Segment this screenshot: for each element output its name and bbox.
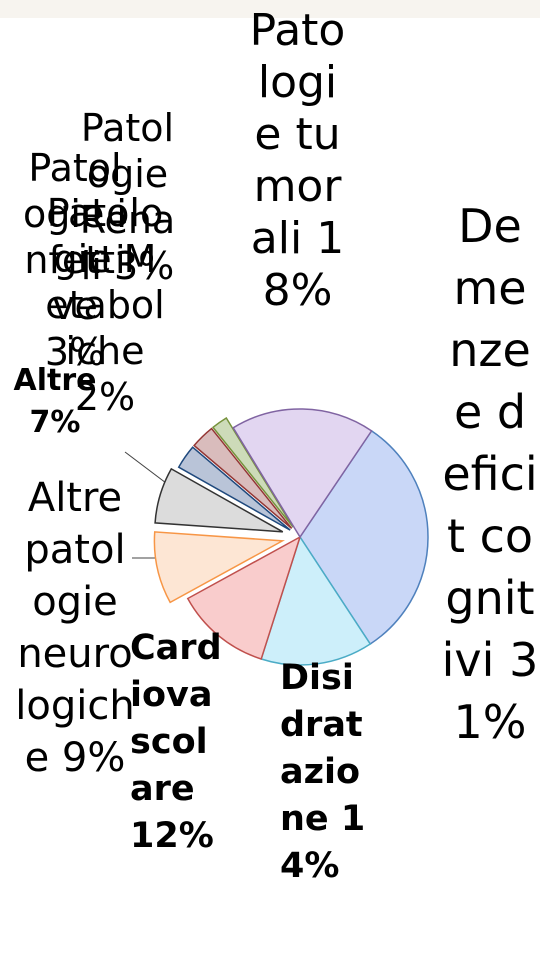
category-label: Demenze e deficit cognitivi (441, 199, 538, 687)
top-bar (0, 0, 540, 18)
slice-label: Altre 7% (10, 360, 100, 444)
category-label: Altre (13, 363, 97, 398)
category-label: Disidratazione (280, 658, 363, 839)
slice-label: Altre patologie neurologiche 9% (15, 472, 135, 784)
slice-label: Cardiovascolare 12% (130, 625, 225, 860)
value-label: 12% (130, 816, 214, 856)
value-label: 3% (113, 244, 175, 288)
value-label: 3% (44, 330, 106, 374)
slice-label: Demenze e deficit cognitivi 31% (440, 195, 540, 753)
pie-slice (153, 531, 286, 604)
category-label: Patologie tumorali (249, 5, 346, 264)
pie-slice (260, 535, 372, 666)
value-label: 31% (453, 633, 539, 749)
category-label: Patologie infettive (23, 146, 127, 328)
pie-slice (177, 446, 291, 531)
category-label: Patologie Metaboliche (45, 191, 165, 373)
value-label: 2% (74, 375, 136, 419)
slice-label: Patologie infettive 3% (20, 145, 130, 375)
value-label: 7% (29, 405, 81, 440)
slice-label: Disidratazione 14% (280, 655, 375, 890)
pie-slice (232, 408, 373, 539)
slice-label: Patologie Renali 3% (75, 105, 180, 289)
category-label: Patologie Renali (79, 106, 176, 288)
category-label: Altre patologie neurologiche (15, 475, 135, 781)
pie-slice (186, 535, 302, 660)
value-label: 14% (280, 799, 366, 886)
pie-slice (299, 429, 429, 646)
slice-label: Patologie tumorali 18% (245, 5, 350, 317)
pie-slice (211, 416, 294, 528)
category-label: Cardiovascolare (130, 628, 222, 809)
pie-slice (154, 467, 284, 533)
pie-slice (193, 427, 293, 529)
value-label: 9% (61, 735, 126, 781)
slice-label: Patologie Metaboliche 2% (45, 190, 165, 420)
value-label: 18% (262, 213, 345, 316)
